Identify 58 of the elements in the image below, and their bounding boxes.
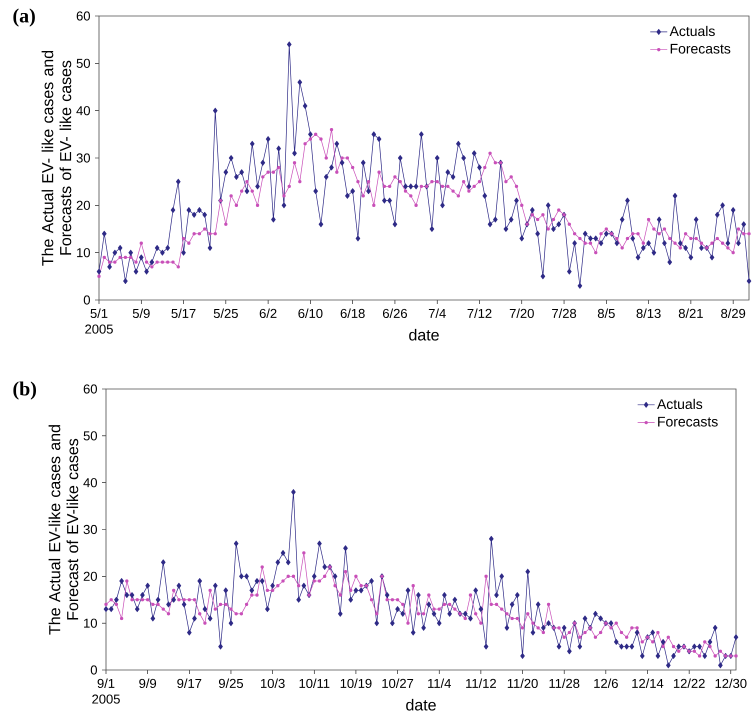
x-tick-label: 9/9 <box>139 678 156 688</box>
y-axis-title: The Actual EV- like cases and Forecasts of EV- like cases <box>42 50 72 266</box>
y-tick-label: 10 <box>84 618 97 628</box>
x-tick-label: 9/17 <box>177 678 202 688</box>
y-tick-label: 10 <box>77 248 90 258</box>
x-tick-label: 9/25 <box>218 678 244 688</box>
text: 2005 <box>85 324 113 334</box>
x-tick-label: 5/17 <box>171 308 196 318</box>
x-tick-label: 12/14 <box>632 678 664 688</box>
x-tick-label: 11/28 <box>549 678 580 688</box>
y-tick-label: 50 <box>84 431 97 440</box>
x-tick-label: 5/9 <box>132 308 150 318</box>
legend-label: Actuals <box>657 398 702 410</box>
x-tick-label: 8/29 <box>721 308 746 318</box>
chart-title: (b) <box>13 382 36 400</box>
x-tick-label: 8/21 <box>678 308 703 318</box>
x-axis-title: date <box>409 328 439 341</box>
y-tick-label: 60 <box>84 384 97 394</box>
x-tick-label: 12/6 <box>594 678 618 688</box>
y-tick-label: 0 <box>84 295 90 305</box>
x-axis-title: date <box>406 698 436 711</box>
x-tick-label: 5/1 <box>90 308 108 318</box>
x-tick-label: 5/25 <box>214 308 238 318</box>
y-tick-label: 40 <box>83 478 97 488</box>
x-tick-label: 6/10 <box>298 308 322 318</box>
y-tick-label: 40 <box>76 106 90 116</box>
x-tick-label: 6/26 <box>382 308 407 318</box>
legend-label: Forecasts <box>670 44 730 54</box>
y-tick-label: 20 <box>84 572 97 581</box>
chart-title: (a) <box>13 8 35 27</box>
y-tick-label: 60 <box>76 11 90 21</box>
x-tick-label: 11/20 <box>508 678 538 688</box>
x-tick-label: 7/12 <box>468 308 492 318</box>
x-tick-label: 7/4 <box>428 308 446 318</box>
x-tick-label: 8/13 <box>636 308 661 318</box>
y-tick-label: 30 <box>84 524 97 534</box>
y-axis-title: The Actual EV-like cases and Forecast of EV-like cases <box>48 425 78 635</box>
legend-label: Forecasts <box>658 416 718 427</box>
x-tick-label: 12/30 <box>716 678 747 688</box>
x-tick-label: 11/12 <box>466 678 496 688</box>
text: 2005 <box>92 694 120 704</box>
x-tick-label: 9/1 <box>98 678 114 688</box>
x-tick-label: 7/20 <box>510 308 534 318</box>
x-tick-label: 10/27 <box>382 678 414 688</box>
x-tick-label: 10/19 <box>340 678 372 688</box>
y-tick-label: 30 <box>76 153 90 163</box>
x-tick-label: 6/2 <box>260 308 276 318</box>
x-tick-label: 7/28 <box>552 308 576 318</box>
x-tick-label: 8/5 <box>598 308 615 318</box>
y-tick-label: 0 <box>90 665 97 675</box>
x-tick-label: 6/18 <box>340 308 365 318</box>
x-tick-label: 10/11 <box>300 678 330 688</box>
x-tick-label: 10/3 <box>260 678 285 688</box>
x-tick-label: 11/4 <box>428 678 451 688</box>
y-tick-label: 50 <box>76 58 90 68</box>
x-tick-label: 12/22 <box>674 678 705 688</box>
y-tick-label: 20 <box>76 200 90 210</box>
legend-label: Actuals <box>670 26 715 36</box>
